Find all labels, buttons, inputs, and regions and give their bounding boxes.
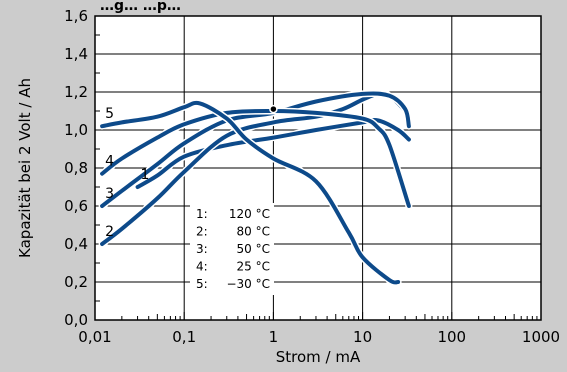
ticks — [94, 34, 538, 320]
series-label-1: 1 — [141, 167, 150, 183]
series-line-5 — [100, 100, 401, 285]
y-tick-label: 0,6 — [64, 197, 88, 215]
legend-key: 3: — [196, 242, 208, 256]
x-tick-label: 1000 — [522, 328, 560, 346]
legend-value: −30 °C — [226, 277, 270, 291]
legend-key: 2: — [196, 225, 208, 239]
legend-value: 50 °C — [237, 242, 270, 256]
y-axis-label: Kapazität bei 2 Volt / Ah — [16, 78, 34, 258]
x-tick-label: 0,1 — [172, 328, 196, 346]
legend-value: 120 °C — [229, 207, 270, 221]
grid — [95, 16, 541, 320]
legend-value: 80 °C — [237, 225, 270, 239]
series-label-5: 5 — [105, 106, 114, 122]
series-label-2: 2 — [105, 224, 114, 240]
data-point-marker — [269, 104, 278, 114]
x-tick-label: 0,01 — [78, 328, 111, 346]
legend-key: 5: — [196, 277, 208, 291]
series-lines — [98, 89, 413, 286]
chart-title: …g… …p… — [100, 0, 181, 14]
y-tick-label: 1,4 — [64, 45, 88, 63]
y-tick-label: 0,8 — [64, 159, 88, 177]
x-axis-label: Strom / mA — [276, 348, 361, 366]
x-tick-label: 100 — [437, 328, 466, 346]
series-label-4: 4 — [105, 154, 114, 170]
x-tick-labels: 0,01 0,1 1 10 100 1000 — [78, 328, 560, 346]
y-tick-label: 0,0 — [64, 311, 88, 329]
y-tick-label: 1,0 — [64, 121, 88, 139]
legend-value: 25 °C — [237, 260, 270, 274]
plot-frame — [94, 15, 542, 321]
y-tick-labels: 0,0 0,2 0,4 0,6 0,8 1,0 1,2 1,4 1,6 — [64, 7, 88, 329]
series-line-1 — [135, 118, 411, 189]
legend-key: 1: — [196, 207, 208, 221]
x-tick-label: 10 — [353, 328, 372, 346]
y-tick-label: 1,6 — [64, 7, 88, 25]
series-labels: 1 2 3 4 5 — [105, 106, 149, 240]
x-tick-label: 1 — [269, 328, 279, 346]
legend-box — [190, 203, 274, 295]
legend-key: 4: — [196, 260, 208, 274]
y-tick-label: 1,2 — [64, 83, 88, 101]
y-tick-label: 0,4 — [64, 235, 88, 253]
y-tick-label: 0,2 — [64, 273, 88, 291]
legend: 1: 120 °C 2: 80 °C 3: 50 °C 4: 25 °C 5: −30 °C — [190, 203, 274, 295]
series-label-3: 3 — [105, 186, 114, 202]
